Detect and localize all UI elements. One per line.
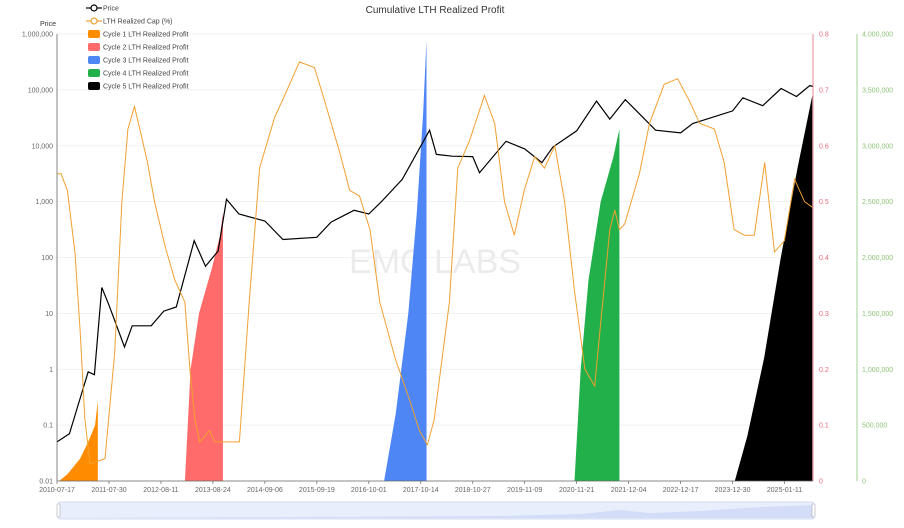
y-axis-left-label: Price: [40, 21, 56, 28]
legend-label: Cycle 1 LTH Realized Profit: [103, 32, 189, 39]
legend-swatch: [88, 43, 100, 51]
x-tick-label: 2010-07-17: [39, 487, 75, 494]
watermark: EMC LABS: [349, 243, 521, 281]
y-right-cap-tick-label: 0.7: [819, 87, 829, 94]
y-right-cap-tick-label: 0.3: [819, 311, 829, 318]
y-left-tick-label: 1: [49, 367, 53, 374]
y-right-profit-tick-label: 3,000,000: [862, 143, 893, 150]
x-tick-label: 2014-09-06: [247, 487, 283, 494]
y-right-cap-tick-label: 0.4: [819, 255, 829, 262]
y-right-profit-tick-label: 2,000,000: [862, 255, 893, 262]
y-left-tick-label: 1,000: [35, 199, 53, 206]
data-zoom-handle-right[interactable]: [811, 503, 816, 518]
y-left-tick-label: 100: [41, 255, 53, 262]
legend-label: LTH Realized Cap (%): [103, 19, 173, 26]
legend-item-price[interactable]: Price: [86, 4, 119, 13]
x-tick-label: 2020-11-21: [559, 487, 594, 494]
y-right-profit-tick-label: 2,500,000: [862, 199, 893, 206]
lth-realized-cap-line: [57, 61, 813, 465]
legend-label: Price: [103, 6, 119, 13]
x-tick-label: 2021-12-04: [611, 487, 647, 494]
legend-item-cycle-1-lth-realized-profit[interactable]: Cycle 1 LTH Realized Profit: [88, 30, 189, 39]
cycle-5-lth-realized-profit-area: [734, 95, 813, 481]
y-right-cap-tick-label: 0.6: [819, 143, 829, 150]
x-tick-label: 2017-10-14: [403, 487, 439, 494]
y-left-tick-label: 1,000,000: [22, 32, 53, 39]
legend-item-cycle-2-lth-realized-profit[interactable]: Cycle 2 LTH Realized Profit: [88, 43, 189, 52]
price-line: [56, 84, 814, 443]
cycle-3-lth-realized-profit-area: [384, 39, 427, 481]
x-tick-label: 2015-09-19: [299, 487, 335, 494]
legend-swatch: [88, 30, 100, 38]
y-right-cap-tick-label: 0: [819, 479, 823, 486]
legend-label: Cycle 3 LTH Realized Profit: [103, 58, 189, 65]
y-right-profit-tick-label: 0: [862, 479, 866, 486]
chart-title: Cumulative LTH Realized Profit: [366, 5, 505, 16]
legend-circle-icon: [90, 17, 98, 25]
cycle-1-lth-realized-profit-area: [59, 400, 98, 481]
cycle-4-lth-realized-profit-area: [574, 129, 620, 481]
data-zoom-preview: [58, 505, 814, 518]
y-right-profit-tick-label: 1,500,000: [862, 311, 893, 318]
data-zoom-slider[interactable]: [56, 501, 816, 520]
legend-label: Cycle 2 LTH Realized Profit: [103, 45, 189, 52]
y-left-tick-label: 10,000: [32, 143, 54, 150]
legend-item-cycle-4-lth-realized-profit[interactable]: Cycle 4 LTH Realized Profit: [88, 69, 189, 78]
x-tick-label: 2025-01-11: [767, 487, 802, 494]
x-tick-label: 2011-07-30: [91, 487, 126, 494]
legend-label: Cycle 4 LTH Realized Profit: [103, 71, 189, 78]
x-tick-label: 2012-08-11: [143, 487, 178, 494]
x-tick-label: 2019-11-09: [507, 487, 542, 494]
y-left-tick-label: 0.01: [39, 479, 53, 486]
y-right-cap-tick-label: 0.8: [819, 32, 829, 39]
y-right-profit-tick-label: 4,000,000: [862, 32, 893, 39]
x-tick-label: 2022-12-17: [663, 487, 699, 494]
y-right-profit-tick-label: 500,000: [862, 423, 887, 430]
x-tick-label: 2023-12-30: [715, 487, 751, 494]
x-tick-label: 2016-10-01: [351, 487, 387, 494]
legend-swatch: [88, 82, 100, 90]
legend-circle-icon: [90, 4, 98, 12]
y-right-profit-tick-label: 3,500,000: [862, 87, 893, 94]
y-left-tick-label: 100,000: [28, 87, 53, 94]
legend-label: Cycle 5 LTH Realized Profit: [103, 84, 189, 91]
legend-swatch: [88, 56, 100, 64]
x-tick-label: 2018-10-27: [455, 487, 491, 494]
legend-item-lth-realized-cap[interactable]: LTH Realized Cap (%): [86, 17, 173, 26]
data-zoom-handle-left[interactable]: [56, 503, 61, 518]
y-right-cap-tick-label: 0.5: [819, 199, 829, 206]
legend-item-cycle-5-lth-realized-profit[interactable]: Cycle 5 LTH Realized Profit: [88, 82, 189, 91]
y-right-cap-tick-label: 0.1: [819, 423, 829, 430]
legend-item-cycle-3-lth-realized-profit[interactable]: Cycle 3 LTH Realized Profit: [88, 56, 189, 65]
x-tick-label: 2013-08-24: [195, 487, 231, 494]
y-right-cap-tick-label: 0.2: [819, 367, 829, 374]
legend-swatch: [88, 69, 100, 77]
y-left-tick-label: 0.1: [43, 423, 53, 430]
y-right-profit-tick-label: 1,000,000: [862, 367, 893, 374]
y-left-tick-label: 10: [45, 311, 53, 318]
